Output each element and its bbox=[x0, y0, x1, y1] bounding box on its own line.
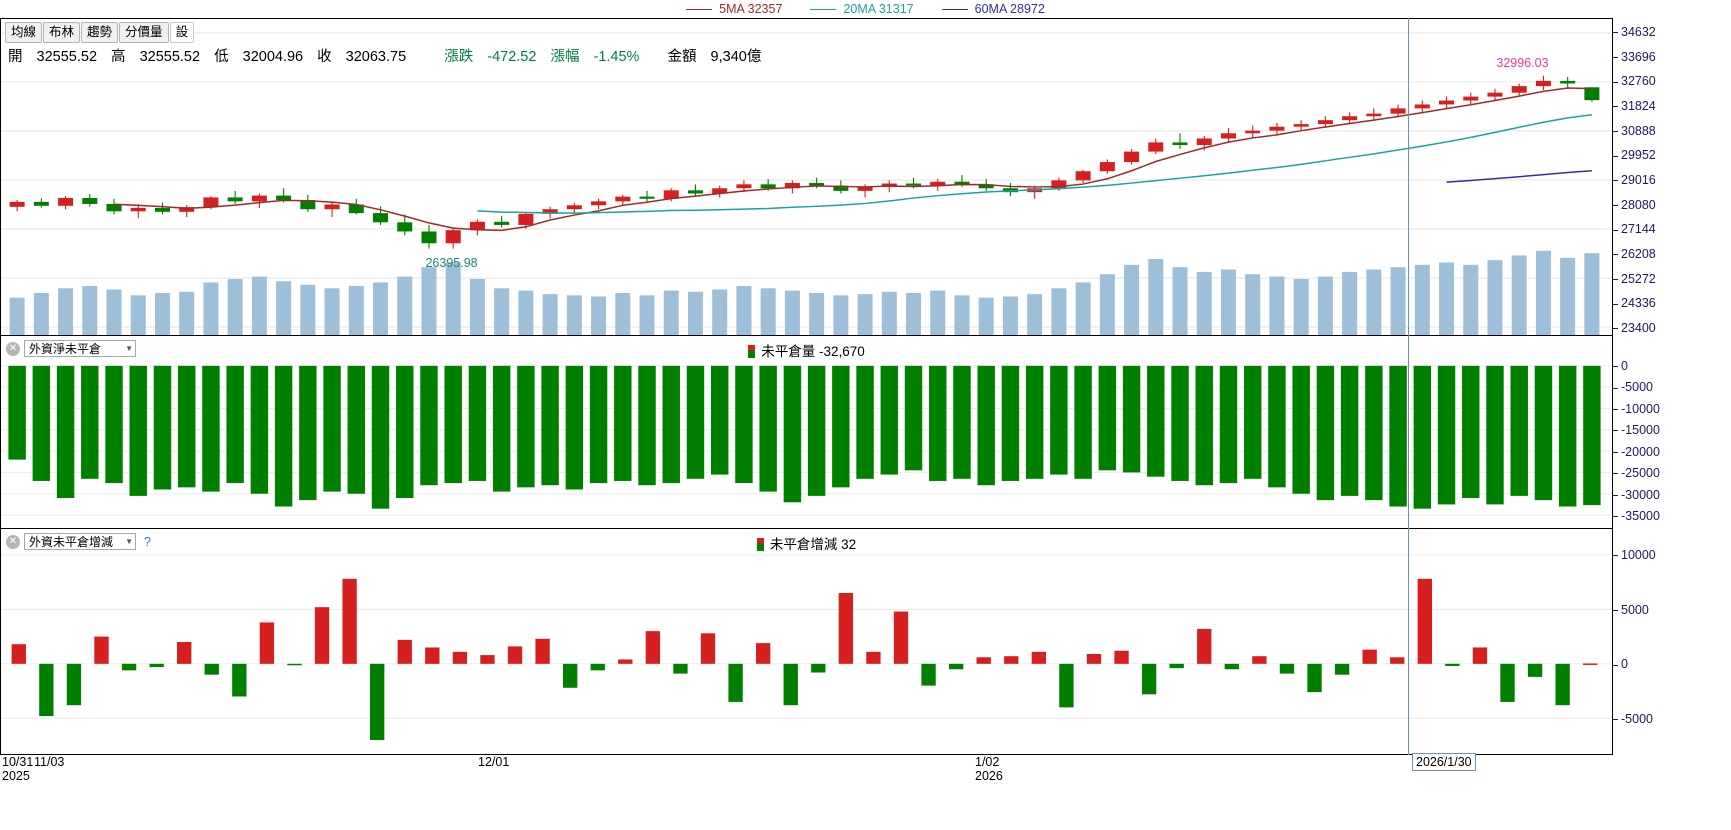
price-axis-tick: 33696 bbox=[1613, 50, 1656, 64]
ma20-label: 20MA 31317 bbox=[843, 2, 914, 16]
pct-label: 漲幅 bbox=[550, 49, 580, 65]
period-low-annotation: 26395.98 bbox=[425, 256, 478, 271]
amount-value: 9,340億 bbox=[710, 49, 762, 65]
panel3-axis-tick: -5000 bbox=[1613, 712, 1653, 726]
ma20-line-swatch bbox=[810, 8, 837, 10]
foreign-net-oi-canvas bbox=[1, 365, 1612, 516]
panel3-indicator-select[interactable]: 外資未平倉增減 ▼ bbox=[24, 533, 136, 550]
chart-toolbar: 均線 布林 趨勢 分價量 設 bbox=[5, 22, 195, 43]
price-axis-tick: 26208 bbox=[1613, 247, 1656, 261]
price-chart-canvas bbox=[1, 32, 1612, 335]
price-axis-tick: 31824 bbox=[1613, 99, 1656, 113]
legend-ma20: 20MA 31317 bbox=[810, 2, 914, 16]
low-value: 32004.96 bbox=[242, 49, 304, 65]
price-y-axis: 34632 33696 32760 31824 30888 29952 29016 28080… bbox=[1612, 18, 1731, 336]
oi-color-swatch bbox=[748, 345, 756, 358]
help-icon[interactable]: ? bbox=[144, 534, 151, 549]
panel2-axis-tick: -35000 bbox=[1613, 509, 1660, 523]
ma5-label: 5MA 32357 bbox=[719, 2, 783, 16]
cursor-date-label: 2026/1/30 bbox=[1412, 753, 1476, 771]
panel2-legend: 未平倉量 -32,670 bbox=[1, 340, 1612, 360]
panel3-axis-tick: 0 bbox=[1613, 657, 1628, 671]
boll-button[interactable]: 布林 bbox=[43, 22, 81, 43]
ma60-line-swatch bbox=[941, 8, 968, 10]
panel2-axis-tick: 0 bbox=[1613, 359, 1628, 373]
high-value: 32555.52 bbox=[139, 49, 201, 65]
legend-ma5: 5MA 32357 bbox=[686, 2, 782, 16]
ohlc-quote-row: 開 32555.52 高 32555.52 低 32004.96 收 32063… bbox=[8, 45, 761, 66]
change-label: 漲跌 bbox=[444, 49, 474, 65]
chevron-down-icon: ▼ bbox=[125, 537, 133, 546]
price-axis-tick: 29016 bbox=[1613, 173, 1656, 187]
panel2-axis-tick: -10000 bbox=[1613, 402, 1660, 416]
date-axis-label: 11/03 bbox=[34, 755, 65, 769]
date-axis-label: 1/02 2026 bbox=[975, 755, 1003, 783]
date-axis-label: 12/01 bbox=[478, 755, 510, 769]
panel3-legend-label: 未平倉增減 32 bbox=[769, 537, 857, 552]
panel3-axis-tick: 5000 bbox=[1613, 603, 1649, 617]
high-label: 高 bbox=[111, 49, 126, 65]
panel2-axis-tick: -30000 bbox=[1613, 488, 1660, 502]
panel3-indicator-value: 外資未平倉增減 bbox=[29, 535, 114, 549]
trend-button[interactable]: 趨勢 bbox=[81, 22, 119, 43]
foreign-net-oi-y-axis: 0 -5000 -10000 -15000 -20000 -25000 -30000 -350… bbox=[1612, 336, 1731, 529]
close-icon[interactable]: ✕ bbox=[6, 534, 20, 549]
close-label: 收 bbox=[317, 49, 332, 65]
price-chart-panel[interactable]: 均線 布林 趨勢 分價量 設 開 32555.52 高 32555.52 低 3… bbox=[0, 18, 1612, 336]
date-axis-label: 10/31 2025 bbox=[2, 755, 34, 783]
panel2-axis-tick: -5000 bbox=[1613, 380, 1653, 394]
ma-button[interactable]: 均線 bbox=[5, 22, 43, 43]
panel2-indicator-value: 外資淨未平倉 bbox=[29, 342, 102, 356]
price-axis-tick: 28080 bbox=[1613, 198, 1656, 212]
panel2-axis-tick: -20000 bbox=[1613, 445, 1660, 459]
price-axis-tick: 27144 bbox=[1613, 222, 1656, 236]
crosshair-vertical-line bbox=[1408, 18, 1409, 755]
ma-legend-bar: 5MA 32357 20MA 31317 60MA 28972 bbox=[0, 0, 1731, 18]
amount-label: 金額 bbox=[667, 49, 697, 65]
panel3-controls: ✕ 外資未平倉增減 ▼ ? bbox=[6, 533, 151, 550]
panel3-axis-tick: 10000 bbox=[1613, 548, 1656, 562]
period-high-annotation: 32996.03 bbox=[1496, 56, 1549, 71]
price-axis-tick: 30888 bbox=[1613, 124, 1656, 138]
change-value: -472.52 bbox=[487, 49, 537, 65]
panel2-controls: ✕ 外資淨未平倉 ▼ bbox=[6, 340, 136, 357]
pct-value: -1.45% bbox=[593, 49, 640, 65]
close-value: 32063.75 bbox=[345, 49, 407, 65]
panel2-axis-tick: -25000 bbox=[1613, 466, 1660, 480]
panel3-legend: 未平倉增減 32 bbox=[1, 533, 1612, 553]
foreign-oi-change-canvas bbox=[1, 554, 1612, 741]
price-axis-tick: 32760 bbox=[1613, 74, 1656, 88]
open-label: 開 bbox=[8, 49, 23, 65]
panel2-axis-tick: -15000 bbox=[1613, 423, 1660, 437]
foreign-oi-change-y-axis: 10000 5000 0 -5000 bbox=[1612, 529, 1731, 755]
ma5-line-swatch bbox=[686, 8, 713, 10]
price-axis-tick: 24336 bbox=[1613, 296, 1656, 310]
low-label: 低 bbox=[214, 49, 229, 65]
open-value: 32555.52 bbox=[36, 49, 98, 65]
volprofile-button[interactable]: 分價量 bbox=[119, 22, 169, 43]
foreign-oi-change-panel[interactable]: ✕ 外資未平倉增減 ▼ ? 未平倉增減 32 bbox=[0, 529, 1612, 755]
foreign-net-oi-panel[interactable]: ✕ 外資淨未平倉 ▼ 未平倉量 -32,670 bbox=[0, 336, 1612, 529]
ma60-label: 60MA 28972 bbox=[974, 2, 1045, 16]
settings-button[interactable]: 設 bbox=[169, 22, 195, 43]
price-axis-tick: 23400 bbox=[1613, 321, 1656, 335]
panel2-legend-label: 未平倉量 -32,670 bbox=[761, 344, 865, 359]
date-x-axis: 10/31 2025 11/03 12/01 1/02 2026 2026/1/30 bbox=[0, 753, 1731, 795]
panel2-indicator-select[interactable]: 外資淨未平倉 ▼ bbox=[24, 340, 136, 357]
legend-ma60: 60MA 28972 bbox=[941, 2, 1045, 16]
price-axis-tick: 29952 bbox=[1613, 148, 1656, 162]
close-icon[interactable]: ✕ bbox=[6, 341, 20, 356]
oi-change-color-swatch bbox=[756, 538, 764, 551]
chevron-down-icon: ▼ bbox=[125, 344, 133, 353]
price-axis-tick: 34632 bbox=[1613, 25, 1656, 39]
price-axis-tick: 25272 bbox=[1613, 272, 1656, 286]
